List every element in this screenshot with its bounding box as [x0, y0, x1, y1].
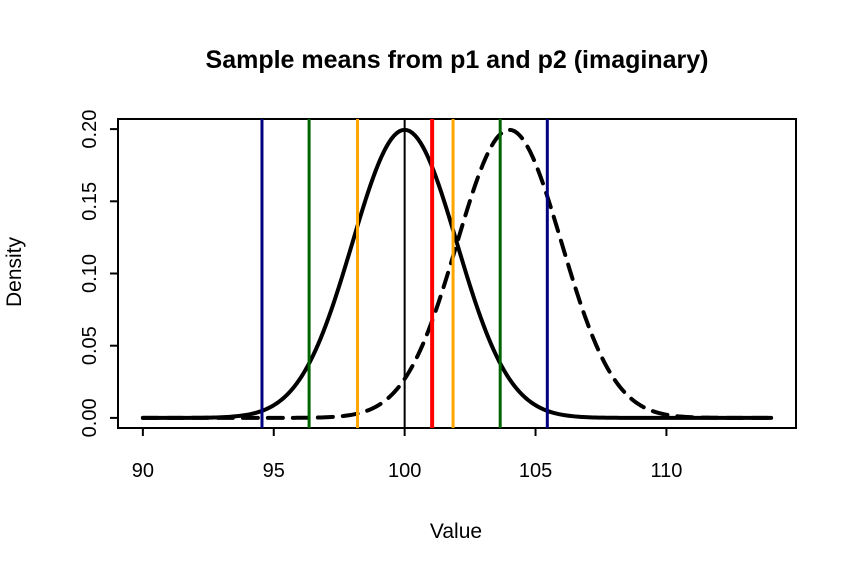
plot-area: 90 95 100 105 110 0.00 0.05 0.10 0.15 0.20 — [79, 110, 797, 482]
density-curve-dashed — [140, 127, 774, 420]
x-tick-label-100: 100 — [388, 460, 421, 482]
plot-title: Sample means from p1 and p2 (imaginary) — [206, 46, 709, 74]
plot-box — [117, 118, 797, 429]
density-curve-solid — [140, 127, 774, 420]
y-axis-title: Density — [3, 236, 26, 307]
y-tick-label-0.10: 0.10 — [79, 254, 101, 293]
y-tick-label-0.00: 0.00 — [79, 398, 101, 437]
x-axis-title: Value — [430, 520, 482, 543]
x-tick-label-90: 90 — [132, 460, 154, 482]
x-tick-label-110: 110 — [650, 460, 682, 482]
y-tick-label-0.05: 0.05 — [79, 326, 101, 365]
y-tick-label-0.15: 0.15 — [79, 182, 101, 221]
y-tick-label-0.20: 0.20 — [79, 110, 101, 149]
x-tick-label-95: 95 — [263, 460, 285, 482]
x-tick-label-105: 105 — [519, 460, 552, 482]
